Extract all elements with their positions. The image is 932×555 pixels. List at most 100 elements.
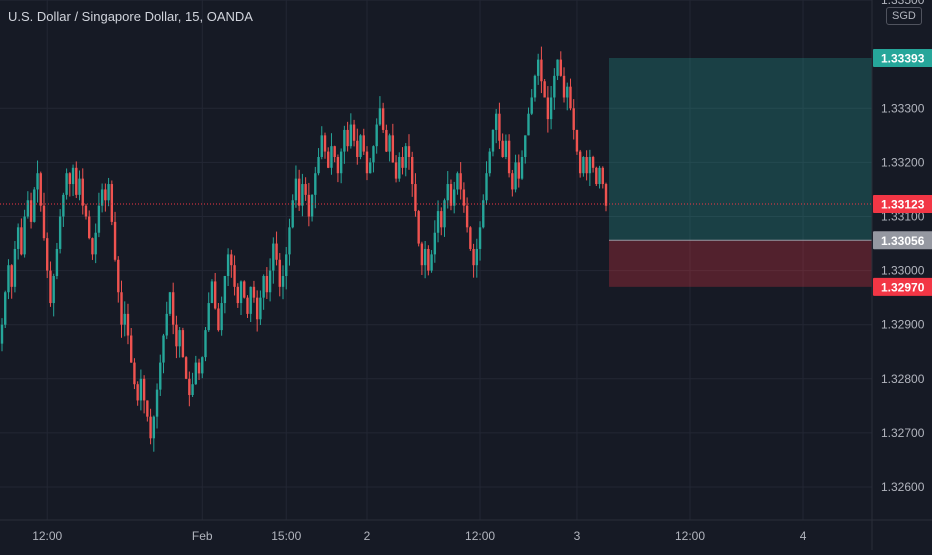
candle-body <box>394 162 398 179</box>
candle-body <box>404 146 407 168</box>
candle-body <box>236 286 239 304</box>
candle-body <box>469 227 472 249</box>
candle-body <box>301 184 304 206</box>
candle-body <box>488 151 491 174</box>
candle-body <box>401 156 404 168</box>
candle-body <box>65 173 68 195</box>
currency-badge[interactable]: SGD <box>886 7 922 25</box>
candle-body <box>36 173 39 190</box>
candle-body <box>595 167 598 185</box>
candle-body <box>207 303 210 331</box>
candle-body <box>168 292 172 314</box>
candle-body <box>181 330 185 358</box>
x-tick-label: 12:00 <box>465 529 495 543</box>
candle-body <box>472 248 475 266</box>
candle-body <box>13 248 17 287</box>
candle-body <box>136 384 139 401</box>
y-tick-label: 1.33500 <box>881 0 925 7</box>
candle-body <box>514 162 517 190</box>
candle-body <box>352 124 356 141</box>
candle-body <box>320 135 323 157</box>
candle-body <box>0 324 4 344</box>
candle-body <box>165 313 168 336</box>
candle-body <box>582 156 585 174</box>
candle-body <box>498 113 501 141</box>
candle-body <box>462 189 466 206</box>
candle-body <box>294 178 298 201</box>
y-tick-label: 1.32900 <box>881 318 925 332</box>
candle-body <box>559 59 562 76</box>
candle-body <box>443 200 446 228</box>
candle-body <box>378 108 382 125</box>
entry-price-tag: 1.33056 <box>881 234 925 248</box>
candle-body <box>575 129 579 152</box>
candle-body <box>604 184 608 206</box>
candle-body <box>501 140 504 157</box>
candle-body <box>191 384 194 396</box>
candle-body <box>62 194 65 217</box>
candle-body <box>343 129 346 152</box>
candle-body <box>100 189 104 206</box>
candle-body <box>81 178 84 206</box>
candle-body <box>520 156 524 179</box>
candle-body <box>246 297 249 314</box>
x-tick-label: Feb <box>192 529 213 543</box>
candle-body <box>291 200 294 228</box>
candle-body <box>591 156 595 168</box>
candle-body <box>223 276 227 304</box>
x-tick-label: 12:00 <box>675 529 705 543</box>
candle-body <box>359 135 362 157</box>
candle-body <box>220 303 223 331</box>
candle-body <box>117 259 120 293</box>
candle-body <box>33 189 36 222</box>
candle-body <box>126 313 130 336</box>
candle-body <box>42 205 46 239</box>
candle-body <box>152 416 156 439</box>
candle-body <box>201 357 204 374</box>
stop-loss-zone <box>609 240 872 287</box>
candle-body <box>398 156 401 179</box>
candle-body <box>414 184 417 212</box>
candle-body <box>120 292 123 325</box>
candle-body <box>310 194 314 217</box>
candle-body <box>423 248 427 266</box>
candle-body <box>323 135 327 152</box>
candle-body <box>391 135 395 163</box>
candle-body <box>133 362 136 385</box>
candle-body <box>230 254 233 266</box>
candle-body <box>456 173 459 190</box>
candle-body <box>330 146 333 168</box>
candle-body <box>420 243 424 266</box>
candle-body <box>4 292 7 325</box>
candle-body <box>49 270 52 304</box>
candle-body <box>159 362 162 390</box>
stop-price-tag-bg <box>873 277 932 296</box>
candle-body <box>453 189 456 206</box>
candle-body <box>52 276 55 304</box>
candle-body <box>97 205 101 233</box>
candle-body <box>249 286 252 314</box>
candle-body <box>572 108 575 130</box>
candle-body <box>55 248 59 277</box>
candle-body <box>217 308 220 331</box>
candle-body <box>123 313 126 325</box>
candle-body <box>178 330 181 347</box>
candle-body <box>29 200 33 222</box>
x-tick-label: 12:00 <box>32 529 62 543</box>
candle-body <box>272 243 275 271</box>
candle-body <box>388 135 391 152</box>
x-tick-label: 15:00 <box>271 529 301 543</box>
candle-body <box>226 254 230 277</box>
current-price-tag-bg <box>873 195 932 214</box>
candle-body <box>142 378 146 401</box>
candle-body <box>265 276 269 293</box>
y-tick-label: 1.33200 <box>881 155 925 169</box>
candle-body <box>23 216 26 255</box>
candle-body <box>194 362 197 385</box>
candle-body <box>553 75 556 98</box>
candle-body <box>68 173 72 185</box>
candle-body <box>578 151 582 174</box>
candle-body <box>188 378 191 396</box>
